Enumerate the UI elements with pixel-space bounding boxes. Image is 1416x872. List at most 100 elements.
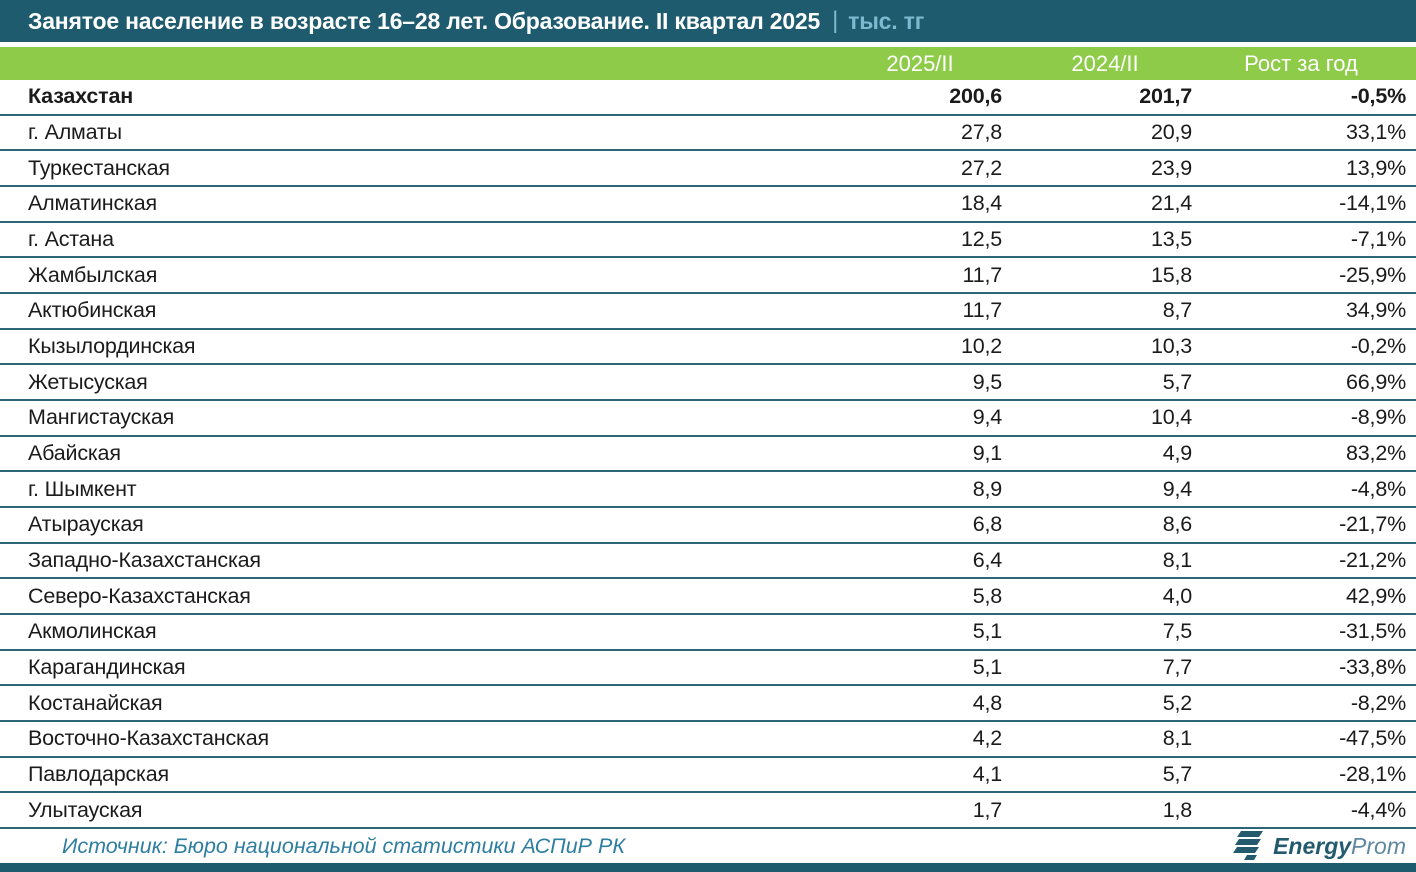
region-cell: Актюбинская xyxy=(28,298,157,323)
value-2024-cell: 7,5 xyxy=(1162,619,1192,644)
value-2025-cell: 4,2 xyxy=(972,726,1002,751)
value-2024-cell: 9,4 xyxy=(1162,476,1192,501)
growth-cell: 34,9% xyxy=(1346,298,1406,323)
title-bar: Занятое население в возрасте 16–28 лет. … xyxy=(0,0,1416,42)
energyprom-logo-text: EnergyProm xyxy=(1273,833,1406,860)
table-body: Казахстан 200,6 201,7 -0,5% г. Алматы 27,8 20,… xyxy=(0,80,1416,830)
value-2024-cell: 8,6 xyxy=(1162,512,1192,537)
region-cell: Павлодарская xyxy=(28,762,169,787)
source-row: Источник: Бюро национальной статистики А… xyxy=(0,829,1416,863)
value-2025-cell: 1,7 xyxy=(972,797,1002,822)
value-2024-cell: 8,1 xyxy=(1162,726,1192,751)
table-row: Алматинская 18,4 21,4 -14,1% xyxy=(0,187,1416,223)
value-2024-cell: 21,4 xyxy=(1150,191,1192,216)
growth-cell: -25,9% xyxy=(1339,262,1406,287)
region-cell: Казахстан xyxy=(28,84,134,109)
column-header-growth: Рост за год xyxy=(1244,50,1358,76)
growth-cell: -8,9% xyxy=(1350,405,1406,430)
column-header-row: 2025/II 2024/II Рост за год xyxy=(0,47,1416,80)
growth-cell: -47,5% xyxy=(1339,726,1406,751)
growth-cell: -8,2% xyxy=(1350,690,1406,715)
value-2025-cell: 27,8 xyxy=(960,120,1002,144)
value-2024-cell: 5,7 xyxy=(1162,369,1192,394)
region-cell: Мангистауская xyxy=(28,405,175,430)
value-2025-cell: 4,1 xyxy=(972,762,1002,787)
value-2025-cell: 200,6 xyxy=(949,84,1002,109)
value-2024-cell: 1,8 xyxy=(1162,797,1192,822)
region-cell: г. Алматы xyxy=(28,120,122,144)
table-row: Павлодарская 4,1 5,7 -28,1% xyxy=(0,757,1416,794)
value-2024-cell: 7,7 xyxy=(1162,655,1192,680)
region-cell: Северо-Казахстанская xyxy=(28,583,251,608)
growth-cell: -4,4% xyxy=(1350,797,1406,822)
region-cell: Атырауская xyxy=(28,512,144,537)
source-text: Источник: Бюро национальной статистики А… xyxy=(62,833,626,858)
growth-cell: -4,8% xyxy=(1350,476,1406,501)
growth-cell: -7,1% xyxy=(1350,227,1406,252)
value-2025-cell: 5,1 xyxy=(972,655,1002,680)
growth-cell: -28,1% xyxy=(1339,762,1406,787)
region-cell: Восточно-Казахстанская xyxy=(28,726,269,751)
region-cell: Жамбылская xyxy=(28,262,158,287)
value-2024-cell: 8,1 xyxy=(1162,548,1192,573)
value-2025-cell: 6,4 xyxy=(972,548,1002,573)
value-2024-cell: 15,8 xyxy=(1150,262,1192,287)
growth-cell: 42,9% xyxy=(1346,583,1406,608)
table-row: Актюбинская 11,7 8,7 34,9% xyxy=(0,294,1416,330)
title-divider xyxy=(0,42,1416,47)
logo-text-bold: Energy xyxy=(1273,832,1352,859)
table-row: Абайская 9,1 4,9 83,2% xyxy=(0,436,1416,473)
growth-cell: 66,9% xyxy=(1346,369,1406,394)
energyprom-logo: EnergyProm xyxy=(1233,831,1406,861)
value-2025-cell: 12,5 xyxy=(960,227,1002,252)
region-cell: г. Астана xyxy=(28,227,114,252)
region-cell: Абайская xyxy=(28,441,121,466)
growth-cell: -31,5% xyxy=(1339,619,1406,644)
value-2025-cell: 4,8 xyxy=(972,690,1002,715)
table-row: Туркестанская 27,2 23,9 13,9% xyxy=(0,151,1416,188)
value-2024-cell: 10,4 xyxy=(1150,405,1192,430)
value-2024-cell: 4,9 xyxy=(1162,441,1192,466)
table-row: Кызылординская 10,2 10,3 -0,2% xyxy=(0,329,1416,366)
energyprom-logo-icon xyxy=(1233,831,1264,860)
table-row: г. Шымкент 8,9 9,4 -4,8% xyxy=(0,472,1416,509)
value-2024-cell: 5,7 xyxy=(1162,762,1192,787)
region-cell: Алматинская xyxy=(28,191,157,216)
region-cell: Карагандинская xyxy=(28,655,186,680)
region-cell: Акмолинская xyxy=(28,619,157,644)
region-cell: Западно-Казахстанская xyxy=(28,548,261,573)
value-2025-cell: 11,7 xyxy=(962,298,1003,323)
value-2024-cell: 13,5 xyxy=(1150,227,1192,252)
table-row: Западно-Казахстанская 6,4 8,1 -21,2% xyxy=(0,543,1416,580)
value-2024-cell: 201,7 xyxy=(1139,84,1192,109)
value-2024-cell: 20,9 xyxy=(1150,120,1192,144)
value-2025-cell: 9,4 xyxy=(972,405,1002,430)
value-2025-cell: 27,2 xyxy=(960,155,1002,180)
value-2025-cell: 9,5 xyxy=(972,369,1002,394)
value-2025-cell: 18,4 xyxy=(960,191,1002,216)
value-2024-cell: 4,0 xyxy=(1162,583,1192,608)
table-row: Костанайская 4,8 5,2 -8,2% xyxy=(0,686,1416,723)
logo-text-light: Prom xyxy=(1351,832,1406,859)
value-2024-cell: 8,7 xyxy=(1162,298,1192,323)
value-2024-cell: 10,3 xyxy=(1150,334,1192,359)
column-header-2025: 2025/II xyxy=(886,50,954,76)
growth-cell: -21,2% xyxy=(1339,548,1406,573)
value-2025-cell: 5,8 xyxy=(972,583,1002,608)
table-row: Северо-Казахстанская 5,8 4,0 42,9% xyxy=(0,579,1416,616)
title-unit: тыс. тг xyxy=(848,7,925,34)
table-row: Восточно-Казахстанская 4,2 8,1 -47,5% xyxy=(0,722,1416,758)
column-header-2024: 2024/II xyxy=(1071,50,1139,76)
region-cell: Костанайская xyxy=(28,690,163,715)
growth-cell: 33,1% xyxy=(1346,120,1406,144)
table-row: г. Алматы 27,8 20,9 33,1% xyxy=(0,115,1416,152)
value-2024-cell: 23,9 xyxy=(1150,155,1192,180)
region-cell: Туркестанская xyxy=(28,155,170,180)
region-cell: Жетысуская xyxy=(28,369,148,394)
region-cell: Кызылординская xyxy=(28,334,196,359)
table-row: Мангистауская 9,4 10,4 -8,9% xyxy=(0,401,1416,437)
growth-cell: -21,7% xyxy=(1339,512,1406,537)
table-row: Казахстан 200,6 201,7 -0,5% xyxy=(0,80,1416,116)
value-2024-cell: 5,2 xyxy=(1162,690,1192,715)
value-2025-cell: 8,9 xyxy=(972,476,1002,501)
